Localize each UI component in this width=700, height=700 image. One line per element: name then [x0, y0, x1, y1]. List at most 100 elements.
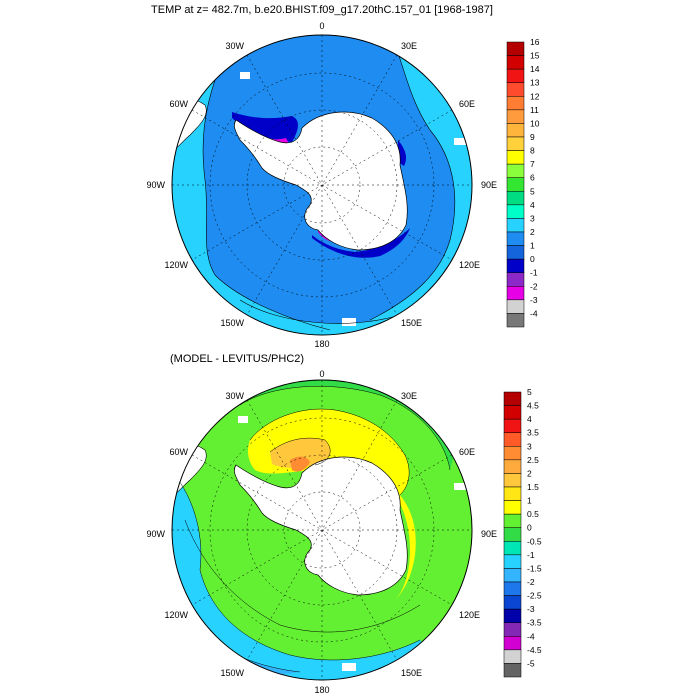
top-colorbar-swatch [506, 204, 525, 219]
top-colorbar-label: 2 [530, 227, 535, 237]
top-colorbar-label: 3 [530, 213, 535, 223]
top-lon-label: 120W [164, 260, 188, 270]
bottom-graticule [172, 380, 472, 680]
top-colorbar-swatch [506, 218, 525, 233]
top-colorbar-swatch [506, 163, 525, 178]
bottom-map-border [171, 379, 473, 681]
bottom-colorbar-swatch [503, 568, 522, 583]
top-colorbar-label: 6 [530, 173, 535, 183]
bottom-island-2 [454, 483, 466, 490]
bottom-colorbar-label: -2.5 [527, 591, 542, 601]
bottom-colorbar-label: -2 [527, 577, 535, 587]
top-colorbar-swatch [506, 82, 525, 97]
bottom-colorbar-label: -4 [527, 631, 535, 641]
bottom-colorbar-swatch [503, 473, 522, 488]
bottom-map-title: (MODEL - LEVITUS/PHC2) [170, 353, 304, 365]
top-colorbar-swatch [506, 55, 525, 70]
bottom-lon-label: 60W [169, 447, 188, 457]
bottom-colorbar: 5 4.5 4 3.5 3 2.5 2 1.5 1 0.5 0 -0.5 -1 -1.5 -2 -2.5 -3 -… [503, 387, 542, 678]
top-island-1 [240, 72, 250, 79]
bottom-colorbar-swatch [503, 500, 522, 515]
bottom-island-3 [342, 663, 356, 671]
top-colorbar-label: 11 [530, 105, 539, 115]
top-colorbar-label: 13 [530, 78, 540, 88]
top-graticule [172, 35, 472, 335]
top-colorbar-label: -4 [530, 308, 538, 318]
bottom-colorbar-label: -5 [527, 658, 535, 668]
bottom-colorbar-swatch [503, 595, 522, 610]
bottom-colorbar-swatch [503, 581, 522, 596]
bottom-lon-label: 150W [220, 668, 244, 678]
top-colorbar-label: 0 [530, 254, 535, 264]
bottom-colorbar-label: -1.5 [527, 563, 542, 573]
top-colorbar-swatch [506, 191, 525, 206]
bottom-colorbar-swatch [503, 636, 522, 651]
top-island-2 [454, 138, 466, 145]
top-shelf-band-east [370, 35, 472, 335]
bottom-colorbar-label: 2.5 [527, 455, 539, 465]
top-colorbar-label: 4 [530, 200, 535, 210]
bottom-lon-label: 0 [319, 369, 324, 379]
bottom-colorbar-label: 4.5 [527, 401, 539, 411]
bottom-colorbar-label: 2 [527, 468, 532, 478]
top-colorbar-swatch [506, 299, 525, 314]
bottom-colorbar-swatch [503, 541, 522, 556]
top-colorbar-label: 1 [530, 241, 535, 251]
bottom-colorbar-label: -0.5 [527, 536, 542, 546]
top-island-3 [342, 318, 356, 326]
top-map-border [171, 34, 473, 336]
top-lon-label: 180 [314, 339, 329, 349]
top-lon-label: 90W [146, 180, 165, 190]
top-colorbar-label: 10 [530, 118, 540, 128]
bottom-colorbar-label: 0 [527, 523, 532, 533]
top-cold-band-ross [312, 228, 410, 258]
bottom-colorbar-label: -1 [527, 550, 535, 560]
bottom-colorbar-label: 1 [527, 496, 532, 506]
bottom-lon-label: 30E [401, 391, 417, 401]
top-colorbar-label: -2 [530, 281, 538, 291]
top-colorbar-swatch [506, 177, 525, 192]
bottom-colorbar-label: 3.5 [527, 428, 539, 438]
top-colorbar-label: 12 [530, 91, 540, 101]
top-colorbar-swatch [506, 286, 525, 301]
bottom-antarctica-land [234, 456, 408, 596]
bottom-colorbar-swatch [503, 663, 522, 678]
top-colorbar-swatch [506, 123, 525, 138]
top-colorbar-swatch [506, 231, 525, 246]
top-contours [202, 44, 456, 331]
top-map-panel: TEMP at z= 482.7m, b.e20.BHIST.f09_g17.2… [146, 4, 539, 349]
top-lon-label: 60E [459, 99, 475, 109]
bottom-lon-label: 90W [146, 529, 165, 539]
top-shelf-band-west [172, 80, 330, 335]
top-colorbar-label: 5 [530, 186, 535, 196]
bottom-colorbar-label: 0.5 [527, 509, 539, 519]
bottom-colorbar-swatch [503, 649, 522, 664]
top-lon-label: 90E [481, 180, 497, 190]
bottom-lon-label: 150E [401, 668, 422, 678]
bottom-warm-strip-east [395, 495, 416, 600]
bottom-lon-label: 120W [164, 610, 188, 620]
bottom-island-1 [238, 416, 248, 423]
top-colorbar-swatch [506, 313, 525, 328]
bottom-map-panel: (MODEL - LEVITUS/PHC2) [146, 353, 541, 695]
bottom-colorbar-swatch [503, 432, 522, 447]
bottom-colorbar-swatch [503, 486, 522, 501]
top-colorbar-label: 7 [530, 159, 535, 169]
bottom-colorbar-swatch [503, 459, 522, 474]
top-colorbar-label: 9 [530, 132, 535, 142]
top-colorbar-swatch [506, 245, 525, 260]
bottom-lon-label: 30W [225, 391, 244, 401]
bottom-colorbar-swatch [503, 405, 522, 420]
top-colorbar-label: -3 [530, 295, 538, 305]
top-colorbar-swatch [506, 258, 525, 273]
top-lon-label: 150W [220, 318, 244, 328]
top-lon-label: 60W [169, 99, 188, 109]
top-colorbar-swatch [506, 96, 525, 111]
bottom-lon-label: 120E [459, 610, 480, 620]
top-colorbar-label: -1 [530, 268, 538, 278]
top-cold-band-weddell [232, 112, 298, 142]
bottom-colorbar-swatch [503, 391, 522, 406]
top-colorbar-swatch [506, 272, 525, 287]
